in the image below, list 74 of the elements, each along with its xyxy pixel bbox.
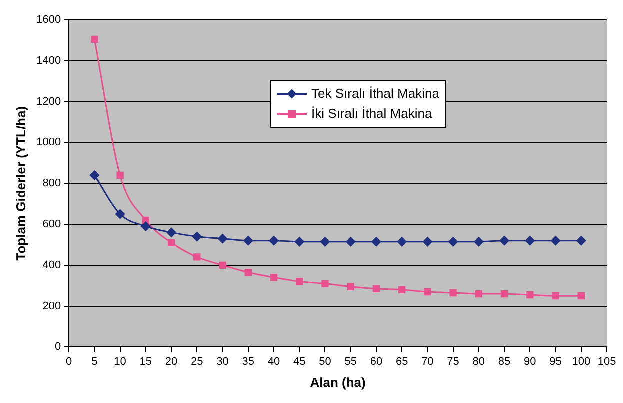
x-tick-label: 15: [140, 356, 152, 368]
point: [116, 172, 124, 179]
x-tick-label: 10: [114, 356, 126, 368]
point: [346, 237, 356, 247]
point: [372, 237, 382, 247]
point: [475, 290, 482, 298]
point: [192, 232, 202, 242]
point: [296, 278, 304, 286]
y-tick-label: 1600: [36, 14, 62, 26]
x-tick-label: 20: [165, 356, 178, 368]
point: [270, 274, 278, 282]
x-tick-label: 105: [598, 356, 616, 368]
y-tick-label: 200: [42, 300, 62, 312]
point: [578, 292, 585, 300]
x-tick-label: 95: [550, 356, 562, 368]
point: [372, 285, 380, 292]
x-tick-label: 50: [319, 356, 332, 368]
x-tick-label: 90: [524, 356, 536, 368]
point: [91, 36, 98, 44]
x-tick-label: 70: [422, 356, 434, 368]
y-tick-label: 1400: [36, 54, 62, 67]
point: [526, 291, 534, 299]
point: [450, 289, 457, 297]
x-tick-label: 25: [191, 356, 204, 368]
point: [474, 237, 484, 247]
point: [500, 236, 510, 246]
point: [194, 254, 201, 261]
x-tick-label: 55: [344, 356, 357, 368]
point: [294, 237, 304, 247]
point: [244, 268, 252, 276]
point: [424, 288, 432, 296]
point: [90, 170, 100, 180]
y-tick-label: 1000: [36, 136, 62, 149]
point: [166, 228, 176, 238]
point: [422, 237, 432, 247]
x-tick-label: 85: [498, 356, 511, 368]
point: [320, 237, 330, 247]
y-axis-title: Toplam Giderler (YTL/ha): [13, 106, 28, 261]
point: [116, 210, 126, 220]
point: [218, 234, 228, 244]
x-tick-label: 65: [396, 356, 408, 368]
point: [551, 236, 561, 246]
x-axis-title: Alan (ha): [310, 374, 366, 390]
y-tick-label: 0: [54, 341, 62, 354]
x-tick-label: 40: [268, 356, 280, 368]
x-tick-label: 0: [66, 356, 72, 368]
point: [244, 236, 254, 246]
point: [525, 236, 535, 246]
x-tick-label: 80: [472, 356, 486, 368]
x-tick-label: 45: [293, 356, 306, 368]
legend-label: Tek Sıralı İthal Makina: [312, 85, 440, 103]
y-tick-label: 800: [42, 178, 62, 190]
x-tick-label: 30: [216, 356, 229, 368]
x-tick-label: 100: [572, 356, 591, 368]
point: [219, 262, 226, 269]
x-tick-label: 75: [447, 356, 460, 368]
point: [448, 237, 458, 247]
point: [141, 222, 151, 232]
point: [552, 292, 560, 300]
y-tick-label: 600: [42, 218, 62, 231]
point: [347, 283, 354, 290]
point: [269, 236, 279, 246]
point: [500, 290, 508, 298]
point: [168, 239, 176, 246]
x-tick-label: 5: [92, 356, 98, 368]
point: [322, 280, 329, 288]
x-tick-label: 60: [370, 356, 383, 368]
x-tick-label: 35: [242, 356, 255, 368]
point: [576, 236, 586, 246]
y-tick-label: 400: [42, 259, 62, 272]
point: [398, 286, 406, 294]
legend-label: İki Sıralı İthal Makina: [312, 105, 432, 123]
y-tick-label: 1200: [36, 96, 62, 108]
point: [397, 237, 407, 247]
